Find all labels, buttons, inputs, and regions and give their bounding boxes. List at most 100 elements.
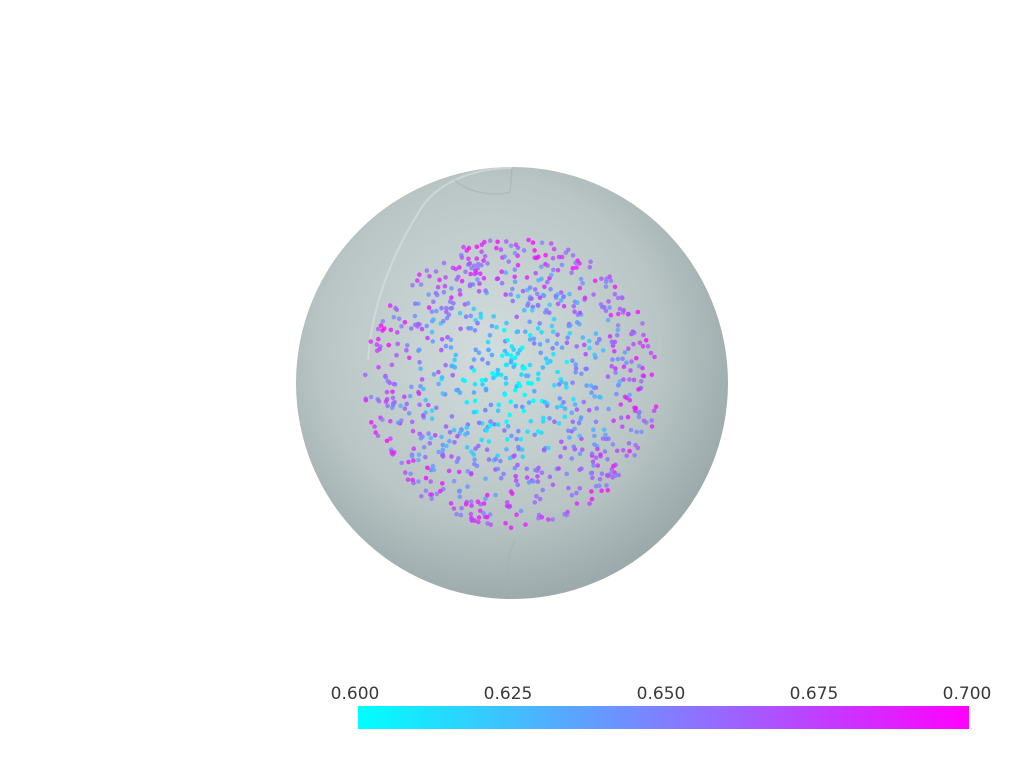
data-point bbox=[519, 447, 525, 452]
data-point bbox=[427, 441, 433, 446]
data-point bbox=[554, 405, 560, 410]
data-point bbox=[615, 356, 621, 362]
data-point bbox=[591, 385, 597, 391]
data-point bbox=[436, 381, 441, 387]
data-point bbox=[415, 324, 420, 329]
data-point bbox=[448, 345, 454, 350]
data-point bbox=[599, 488, 604, 494]
data-point bbox=[533, 467, 538, 473]
data-point bbox=[535, 479, 541, 484]
data-point bbox=[577, 451, 583, 457]
data-point bbox=[468, 326, 474, 331]
data-point bbox=[630, 330, 635, 336]
data-point bbox=[449, 286, 454, 291]
data-point bbox=[506, 259, 512, 264]
data-point bbox=[429, 309, 435, 314]
data-point bbox=[495, 422, 501, 427]
data-point bbox=[640, 321, 645, 326]
data-point bbox=[567, 331, 573, 336]
data-point bbox=[639, 379, 644, 384]
data-point bbox=[550, 482, 556, 488]
data-point bbox=[519, 372, 524, 377]
data-point bbox=[555, 267, 561, 273]
data-point bbox=[409, 384, 414, 390]
data-point bbox=[454, 277, 460, 282]
data-point bbox=[451, 478, 457, 484]
data-point bbox=[561, 294, 567, 299]
data-point bbox=[643, 338, 649, 343]
data-point bbox=[629, 359, 634, 364]
data-point bbox=[502, 327, 507, 333]
data-point bbox=[464, 425, 470, 430]
data-point bbox=[637, 409, 642, 415]
data-point bbox=[440, 454, 446, 459]
data-point bbox=[502, 348, 508, 354]
data-point bbox=[515, 482, 521, 488]
data-point bbox=[391, 314, 397, 320]
data-point bbox=[579, 466, 584, 472]
data-point bbox=[639, 429, 644, 435]
data-point bbox=[390, 403, 396, 408]
data-point bbox=[653, 404, 659, 410]
data-point bbox=[399, 460, 405, 466]
data-point bbox=[476, 289, 482, 294]
data-point bbox=[425, 335, 430, 341]
data-point bbox=[378, 323, 384, 328]
data-point bbox=[449, 363, 454, 369]
data-point bbox=[472, 457, 477, 462]
data-point bbox=[651, 408, 657, 414]
data-point bbox=[587, 345, 592, 351]
data-point bbox=[627, 392, 632, 398]
data-point bbox=[406, 411, 412, 416]
data-point bbox=[603, 436, 609, 442]
data-point bbox=[601, 427, 607, 433]
data-point bbox=[428, 435, 434, 441]
data-point bbox=[621, 377, 626, 382]
data-point bbox=[445, 335, 450, 340]
data-point bbox=[543, 356, 549, 361]
data-point bbox=[555, 332, 560, 338]
colorbar-gradient bbox=[358, 706, 969, 729]
data-point bbox=[396, 316, 402, 322]
data-point bbox=[431, 299, 436, 305]
data-point bbox=[559, 379, 564, 385]
data-point bbox=[493, 492, 498, 498]
data-point bbox=[503, 270, 509, 275]
data-point bbox=[520, 404, 525, 410]
data-point bbox=[430, 339, 436, 344]
data-point bbox=[466, 256, 471, 262]
data-point bbox=[474, 244, 480, 250]
data-point bbox=[508, 399, 513, 405]
data-point bbox=[570, 253, 576, 258]
data-point bbox=[508, 243, 514, 249]
data-point bbox=[597, 483, 602, 489]
data-point bbox=[582, 342, 587, 348]
data-point bbox=[518, 508, 524, 514]
data-point bbox=[449, 414, 455, 419]
data-point bbox=[527, 285, 533, 290]
data-point bbox=[471, 263, 477, 269]
data-point bbox=[520, 288, 526, 294]
data-point bbox=[483, 288, 488, 293]
data-point bbox=[495, 466, 501, 472]
data-point bbox=[382, 326, 387, 331]
data-point bbox=[488, 522, 494, 528]
data-point bbox=[466, 245, 472, 251]
data-point bbox=[605, 456, 610, 462]
data-point bbox=[429, 408, 435, 413]
data-point bbox=[476, 350, 482, 356]
data-point bbox=[510, 286, 515, 292]
data-point bbox=[526, 237, 531, 243]
data-point bbox=[543, 310, 548, 315]
data-point bbox=[398, 403, 403, 409]
data-point bbox=[571, 397, 576, 402]
data-point bbox=[409, 326, 414, 331]
data-point bbox=[570, 266, 576, 271]
data-point bbox=[547, 416, 552, 421]
data-point bbox=[540, 487, 545, 493]
data-point bbox=[539, 264, 544, 270]
data-point bbox=[583, 351, 588, 357]
data-point bbox=[464, 400, 470, 405]
data-point bbox=[433, 269, 439, 274]
